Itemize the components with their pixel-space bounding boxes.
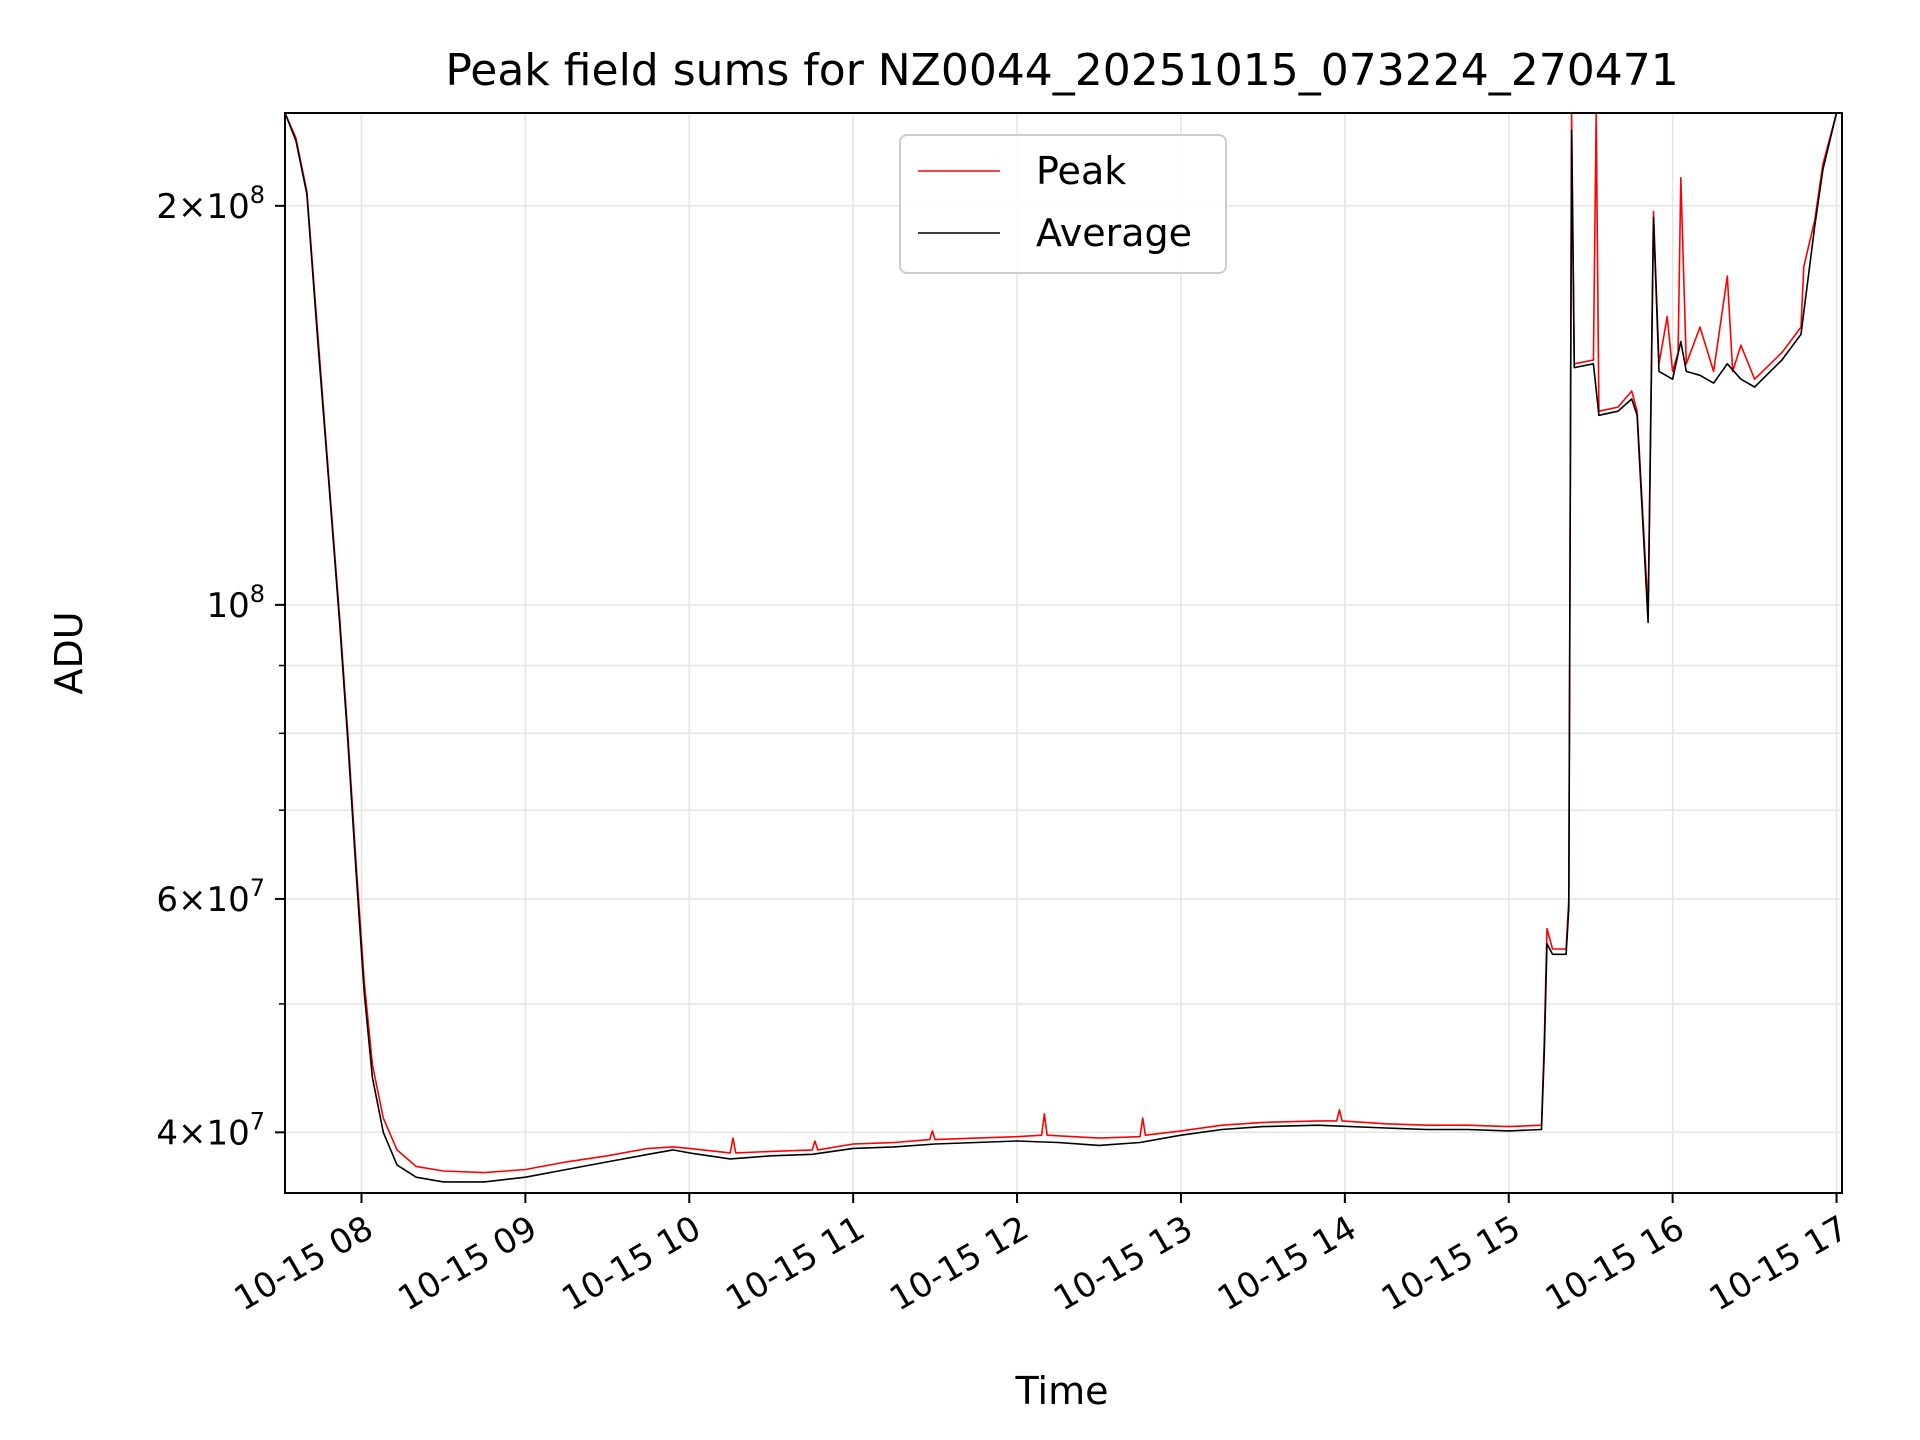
plot-frame: [284, 112, 1843, 1194]
y-tick-exponent: 7: [250, 874, 265, 902]
x-axis-label: Time: [1015, 1369, 1109, 1413]
y-tick-label: 108: [206, 580, 265, 626]
y-tick-label: 6×107: [156, 874, 265, 920]
legend: Peak Average: [899, 134, 1227, 274]
series-layer: [284, 112, 1838, 1183]
y-tick-base: 4×10: [156, 1113, 249, 1153]
legend-box: [899, 134, 1227, 274]
y-tick-exponent: 8: [250, 580, 265, 608]
series-line-average: [284, 112, 1838, 1183]
y-tick-base: 6×10: [156, 880, 249, 920]
y-tick-label: 2×108: [156, 181, 265, 227]
y-tick-base: 10: [206, 586, 249, 626]
y-tick-base: 2×10: [156, 187, 249, 227]
y-axis-label: ADU: [47, 611, 91, 694]
legend-peak-label: Peak: [1036, 149, 1126, 193]
chart-title: Peak field sums for NZ0044_20251015_0732…: [445, 45, 1678, 96]
y-tick-label: 4×107: [156, 1107, 265, 1153]
legend-average-label: Average: [1036, 211, 1192, 255]
y-tick-exponent: 7: [250, 1107, 265, 1135]
y-tick-exponent: 8: [250, 181, 265, 209]
